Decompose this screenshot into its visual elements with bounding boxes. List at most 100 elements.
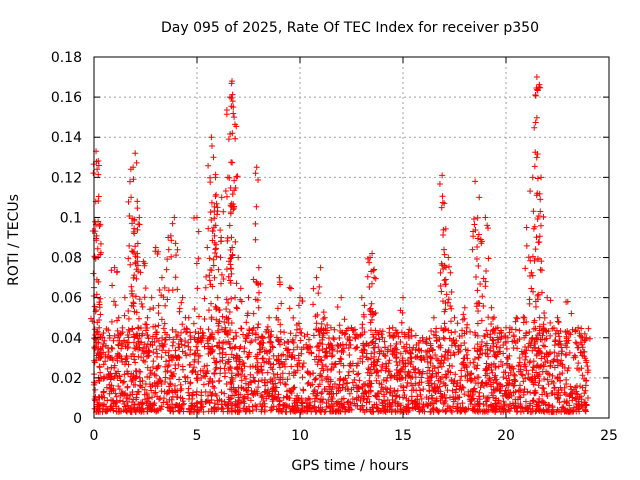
data-point xyxy=(575,360,582,367)
data-point xyxy=(122,406,129,413)
data-point xyxy=(159,347,166,354)
data-point xyxy=(338,403,345,410)
data-point xyxy=(212,174,219,181)
data-point xyxy=(252,236,259,243)
data-point xyxy=(378,381,385,388)
data-point xyxy=(428,327,435,334)
data-point xyxy=(371,349,378,356)
data-point xyxy=(551,349,558,356)
data-point xyxy=(354,388,361,395)
data-point xyxy=(526,359,533,366)
data-point xyxy=(228,95,235,102)
data-point xyxy=(129,376,136,383)
data-point xyxy=(122,343,129,350)
data-point xyxy=(563,299,570,306)
data-point xyxy=(229,98,236,105)
data-point xyxy=(303,341,310,348)
chart-title: Day 095 of 2025, Rate Of TEC Index for r… xyxy=(161,20,539,36)
data-point xyxy=(162,374,169,381)
data-point xyxy=(156,396,163,403)
data-point xyxy=(195,255,202,262)
y-tick-label: 0.06 xyxy=(51,291,82,307)
data-point xyxy=(317,404,324,411)
data-point xyxy=(344,386,351,393)
data-point xyxy=(178,329,185,336)
data-point xyxy=(268,339,275,346)
data-point xyxy=(130,228,137,235)
data-point xyxy=(213,364,220,371)
data-point xyxy=(194,377,201,384)
data-point xyxy=(245,351,252,358)
data-point xyxy=(433,406,440,413)
data-point xyxy=(308,350,315,357)
data-point xyxy=(360,396,367,403)
data-point xyxy=(463,406,470,413)
data-point xyxy=(276,279,283,286)
data-point xyxy=(127,408,134,415)
data-point xyxy=(303,404,310,411)
data-point xyxy=(175,344,182,351)
data-point xyxy=(373,362,380,369)
data-point xyxy=(262,388,269,395)
data-point xyxy=(231,177,238,184)
data-point xyxy=(506,329,513,336)
data-point xyxy=(458,373,465,380)
data-point xyxy=(130,396,137,403)
data-point xyxy=(541,375,548,382)
data-point xyxy=(562,391,569,398)
data-point xyxy=(249,403,256,410)
data-point xyxy=(553,327,560,334)
data-point xyxy=(474,348,481,355)
data-point xyxy=(540,213,547,220)
data-point xyxy=(532,303,539,310)
data-point xyxy=(443,291,450,298)
data-point xyxy=(96,377,103,384)
data-point xyxy=(135,346,142,353)
data-point xyxy=(447,302,454,309)
data-point xyxy=(369,331,376,338)
data-point xyxy=(202,373,209,380)
data-point xyxy=(304,331,311,338)
data-point xyxy=(94,166,101,173)
x-tick-label: 20 xyxy=(497,428,515,444)
data-point xyxy=(240,331,247,338)
data-point xyxy=(138,407,145,414)
data-point xyxy=(235,384,242,391)
data-point xyxy=(572,384,579,391)
data-point xyxy=(129,351,136,358)
data-point xyxy=(370,344,377,351)
data-point xyxy=(331,361,338,368)
data-point xyxy=(426,335,433,342)
data-point xyxy=(320,316,327,323)
data-point xyxy=(115,342,122,349)
data-point xyxy=(269,343,276,350)
data-point xyxy=(375,344,382,351)
data-point xyxy=(448,288,455,295)
axis-ticks: 0 5 10 15 20 2500.020.040.060.080.10.120.140.… xyxy=(51,50,618,444)
data-point xyxy=(359,331,366,338)
data-point xyxy=(213,306,220,313)
data-point xyxy=(483,267,490,274)
data-point xyxy=(232,135,239,142)
data-point xyxy=(394,387,401,394)
data-point xyxy=(252,390,259,397)
data-point xyxy=(357,332,364,339)
data-point xyxy=(499,362,506,369)
data-point xyxy=(471,356,478,363)
data-point xyxy=(429,399,436,406)
data-point xyxy=(233,123,240,130)
data-point xyxy=(434,407,441,414)
data-point xyxy=(482,342,489,349)
data-point xyxy=(394,362,401,369)
data-point xyxy=(119,341,126,348)
data-point xyxy=(246,329,253,336)
data-point xyxy=(108,403,115,410)
data-point xyxy=(369,250,376,257)
data-point xyxy=(297,337,304,344)
data-point xyxy=(176,305,183,312)
data-point xyxy=(449,387,456,394)
data-point xyxy=(262,328,269,335)
data-point xyxy=(466,393,473,400)
data-point xyxy=(115,351,122,358)
data-point xyxy=(215,329,222,336)
